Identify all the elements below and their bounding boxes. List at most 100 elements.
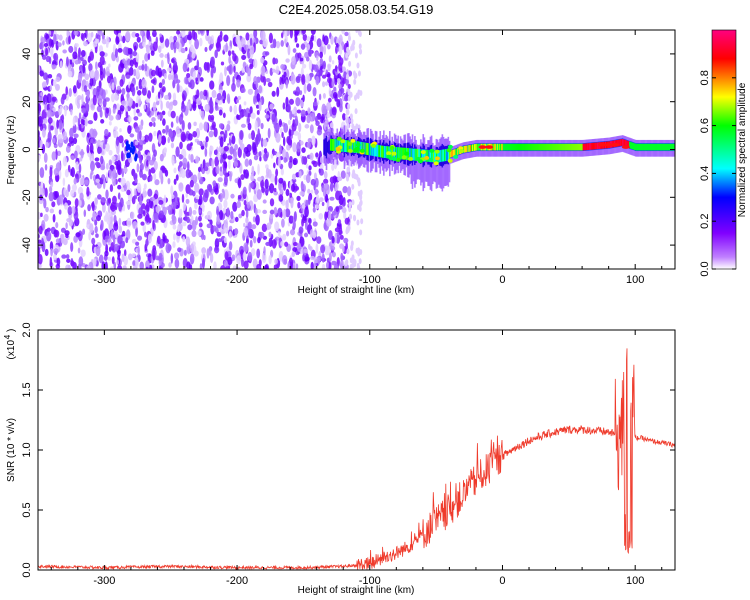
heatmap-cell bbox=[44, 101, 48, 113]
heatmap-cell bbox=[571, 143, 573, 151]
heatmap-cell bbox=[306, 83, 312, 92]
heatmap-cell bbox=[336, 99, 341, 108]
heatmap-cell bbox=[280, 168, 285, 176]
heatmap-cell bbox=[667, 143, 669, 151]
heatmap-cell bbox=[351, 140, 353, 153]
heatmap-cell bbox=[160, 100, 163, 111]
heatmap-cell bbox=[131, 253, 136, 258]
heatmap-cell bbox=[142, 41, 146, 47]
heatmap-cell bbox=[441, 149, 443, 162]
heatmap-cell bbox=[199, 30, 204, 34]
heatmap-cell bbox=[133, 116, 139, 121]
heatmap-cell bbox=[274, 124, 280, 131]
heatmap-cell bbox=[256, 189, 262, 200]
heatmap-cell bbox=[424, 144, 427, 182]
heatmap-cell bbox=[94, 219, 98, 226]
heatmap-cell bbox=[228, 225, 233, 231]
heatmap-cell bbox=[328, 140, 330, 154]
heatmap-cell bbox=[297, 52, 302, 59]
heatmap-cell bbox=[123, 167, 128, 173]
heatmap-cell bbox=[331, 260, 337, 266]
heatmap-cell bbox=[377, 144, 379, 157]
heatmap-cell bbox=[447, 148, 449, 161]
heatmap-cell bbox=[218, 144, 224, 154]
heatmap-cell bbox=[347, 140, 349, 153]
heatmap-cell bbox=[172, 241, 176, 248]
heatmap-cell bbox=[323, 139, 325, 155]
heatmap-cell bbox=[93, 196, 99, 207]
heatmap-cell bbox=[347, 224, 351, 231]
heatmap-cell bbox=[253, 236, 257, 244]
heatmap-cell bbox=[338, 225, 343, 236]
heatmap-cell bbox=[224, 66, 227, 77]
heatmap-cell bbox=[278, 194, 284, 202]
heatmap-cell bbox=[656, 143, 658, 151]
heatmap-cell bbox=[158, 199, 164, 205]
heatmap-cell bbox=[447, 144, 453, 149]
heatmap-cell bbox=[204, 147, 208, 157]
heatmap-cell bbox=[180, 30, 186, 38]
heatmap-cell bbox=[134, 126, 140, 133]
heatmap-cell bbox=[358, 43, 362, 50]
heatmap-cell bbox=[536, 143, 538, 151]
heatmap-cell bbox=[73, 150, 78, 159]
heatmap-cell bbox=[316, 38, 322, 48]
heatmap-cell bbox=[270, 44, 275, 49]
heatmap-cell bbox=[116, 159, 122, 171]
heatmap-cell bbox=[141, 78, 147, 89]
heatmap-cell bbox=[331, 251, 336, 258]
heatmap-cell bbox=[58, 34, 63, 41]
heatmap-cell bbox=[331, 210, 337, 216]
heatmap-cell bbox=[669, 143, 671, 151]
heatmap-cell bbox=[52, 213, 56, 223]
heatmap-cell bbox=[108, 132, 111, 138]
heatmap-cell bbox=[185, 76, 189, 85]
heatmap-cell bbox=[259, 231, 265, 239]
heatmap-cell bbox=[289, 98, 295, 105]
heatmap-cell bbox=[50, 181, 54, 188]
heatmap-cell bbox=[338, 83, 342, 90]
heatmap-cell bbox=[525, 143, 527, 151]
heatmap-cell bbox=[71, 62, 75, 68]
heatmap-cell bbox=[303, 83, 307, 94]
heatmap-cell bbox=[308, 165, 312, 171]
heatmap-cell bbox=[206, 223, 212, 229]
heatmap-cell bbox=[506, 143, 508, 151]
heatmap-cell bbox=[153, 173, 157, 181]
heatmap-cell bbox=[539, 143, 542, 151]
heatmap-cell bbox=[302, 94, 305, 103]
heatmap-cell bbox=[628, 141, 630, 148]
heatmap-cell bbox=[38, 154, 41, 160]
heatmap-cell bbox=[657, 143, 660, 151]
heatmap-cell bbox=[209, 150, 212, 158]
heatmap-cell bbox=[99, 55, 105, 66]
heatmap-cell bbox=[147, 102, 151, 110]
heatmap-cell bbox=[337, 219, 342, 225]
heatmap-cell bbox=[342, 113, 346, 121]
heatmap-cell bbox=[47, 74, 53, 79]
heatmap-cell bbox=[408, 148, 411, 161]
heatmap-cell bbox=[223, 259, 228, 267]
heatmap-cell bbox=[212, 66, 217, 74]
heatmap-cell bbox=[285, 188, 290, 197]
heatmap-cell bbox=[382, 145, 385, 158]
heatmap-cell bbox=[390, 146, 392, 159]
heatmap-cell bbox=[145, 212, 150, 223]
heatmap-cell bbox=[48, 121, 52, 133]
y-tick-label: 0 bbox=[21, 146, 33, 152]
heatmap-cell bbox=[293, 185, 300, 191]
heatmap-cell bbox=[301, 74, 306, 86]
heatmap-cell bbox=[74, 198, 79, 208]
heatmap-cell bbox=[118, 217, 122, 227]
heatmap-cell bbox=[90, 170, 94, 175]
heatmap-cell bbox=[420, 149, 423, 162]
colorbar-tick-label: 0.6 bbox=[699, 118, 711, 133]
heatmap-cell bbox=[159, 153, 164, 162]
heatmap-cell bbox=[198, 209, 202, 214]
heatmap-cell bbox=[574, 143, 576, 151]
heatmap-cell bbox=[236, 79, 241, 88]
heatmap-cell bbox=[313, 64, 319, 73]
heatmap-cell bbox=[633, 143, 636, 150]
heatmap-cell bbox=[292, 241, 298, 247]
